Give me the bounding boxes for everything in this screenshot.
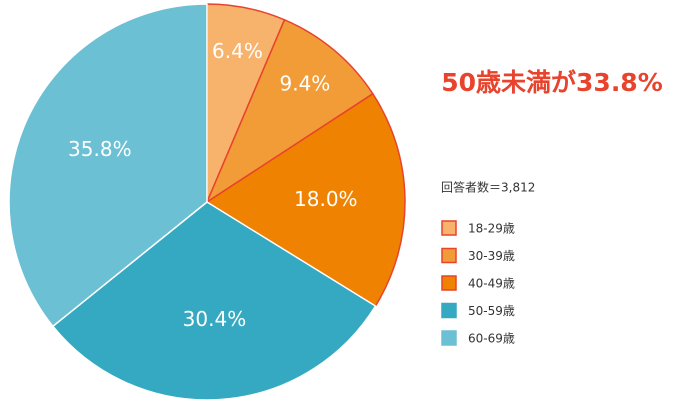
data-label: 9.4% xyxy=(280,72,331,96)
pie-slice xyxy=(52,201,377,401)
pie-slice xyxy=(206,93,406,307)
legend-swatch xyxy=(441,275,457,291)
annotation: 50歳未満が33.8% xyxy=(441,68,663,97)
data-label: 6.4% xyxy=(212,39,263,63)
pie-slice xyxy=(8,3,208,328)
data-label: 35.8% xyxy=(68,137,132,161)
legend-swatch xyxy=(441,247,457,264)
legend-label: 60-69歳 xyxy=(468,332,515,346)
data-label: 30.4% xyxy=(183,307,247,331)
legend-swatch xyxy=(441,330,457,346)
legend-label: 30-39歳 xyxy=(468,249,515,263)
legend-label: 50-59歳 xyxy=(468,304,515,318)
pie-slice xyxy=(206,19,374,203)
data-label: 18.0% xyxy=(294,187,358,211)
legend-swatch xyxy=(441,220,457,236)
note: 回答者数＝3,812 xyxy=(441,180,535,195)
legend-swatch xyxy=(441,302,457,319)
legend-label: 40-49歳 xyxy=(468,277,515,291)
legend-label: 18-29歳 xyxy=(468,222,515,236)
